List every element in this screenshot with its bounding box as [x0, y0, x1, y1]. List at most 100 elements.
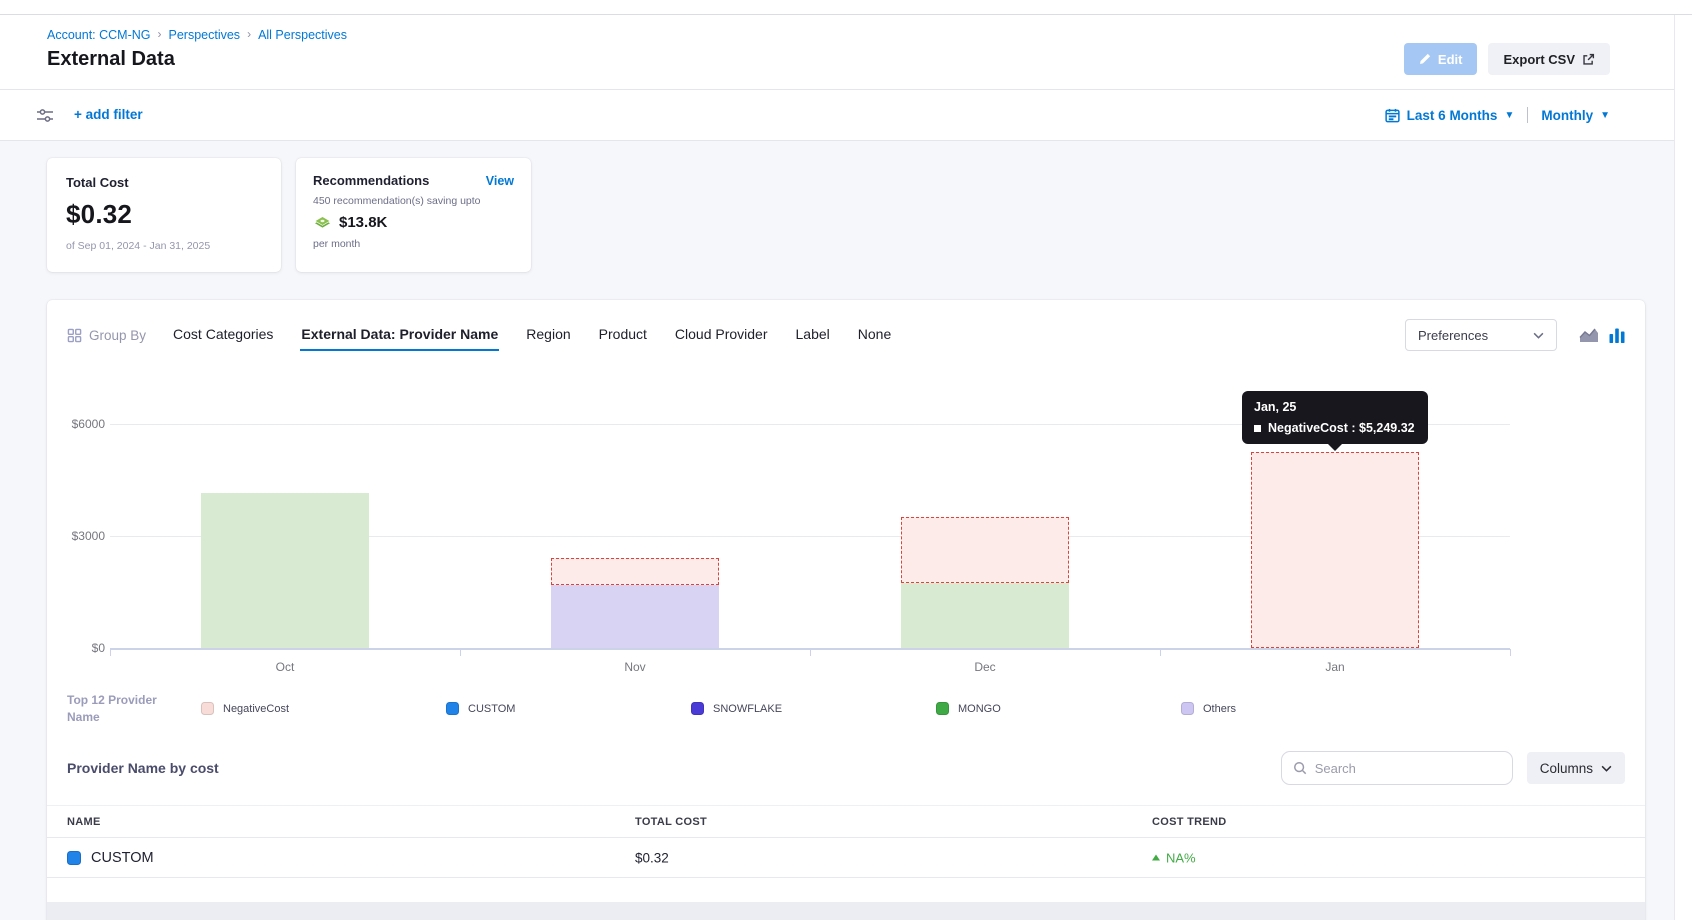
x-axis-tick: [810, 649, 811, 656]
table-footer-strip: [47, 902, 1645, 920]
group-by-row: Group By Cost Categories External Data: P…: [67, 316, 1625, 354]
total-cost-period: of Sep 01, 2024 - Jan 31, 2025: [66, 240, 211, 252]
legend-item-snowflake[interactable]: SNOWFLAKE: [691, 702, 936, 716]
granularity-value: Monthly: [1541, 107, 1594, 123]
group-by-tabs: Cost Categories External Data: Provider N…: [172, 319, 892, 351]
bar-jan-negativecost[interactable]: [1251, 452, 1419, 648]
tab-none[interactable]: None: [857, 326, 892, 342]
window-top-border: [0, 14, 1692, 15]
tab-cloud-provider[interactable]: Cloud Provider: [674, 326, 768, 342]
search-input[interactable]: [1314, 760, 1501, 776]
legend-title: Top 12 Provider Name: [67, 693, 157, 724]
date-range-selector[interactable]: Last 6 Months ▼: [1385, 107, 1515, 123]
breadcrumb-account[interactable]: Account: CCM-NG: [47, 28, 151, 42]
perspective-card: Group By Cost Categories External Data: P…: [47, 300, 1645, 920]
recommendations-per-month: per month: [313, 238, 361, 250]
gridline-6000: [110, 424, 1510, 425]
bar-chart-icon[interactable]: [1609, 328, 1625, 343]
page-title: External Data: [47, 48, 175, 70]
mongo-swatch: [936, 702, 949, 716]
recommendations-title: Recommendations: [313, 173, 430, 188]
y-axis-label: $6000: [71, 417, 105, 431]
legend-item-custom[interactable]: CUSTOM: [446, 702, 691, 716]
legend-label: CUSTOM: [468, 702, 516, 715]
total-cost-card: Total Cost $0.32 of Sep 01, 2024 - Jan 3…: [47, 158, 281, 272]
tooltip-value: NegativeCost : $5,249.32: [1254, 421, 1416, 435]
preferences-dropdown[interactable]: Preferences: [1405, 319, 1557, 351]
tab-product[interactable]: Product: [598, 326, 647, 342]
caret-down-icon: ▼: [1504, 109, 1515, 121]
table-row-custom[interactable]: CUSTOM $0.32 NA%: [47, 838, 1645, 878]
cell-total-cost: $0.32: [635, 850, 669, 865]
view-recommendations-link[interactable]: View: [485, 173, 514, 188]
x-axis-label-jan: Jan: [1325, 660, 1345, 674]
tooltip-series-marker-icon: [1254, 424, 1261, 432]
main-content: Total Cost $0.32 of Sep 01, 2024 - Jan 3…: [0, 141, 1674, 920]
date-range-value: Last 6 Months: [1406, 107, 1498, 123]
bar-nov-others[interactable]: [551, 584, 719, 648]
tab-region[interactable]: Region: [526, 326, 571, 342]
table-header-row: NAME TOTAL COST COST TREND: [47, 805, 1645, 838]
x-axis-label-oct: Oct: [275, 660, 295, 674]
tooltip-title: Jan, 25: [1254, 400, 1297, 415]
x-axis-tick: [1160, 649, 1161, 656]
breadcrumb-all-perspectives[interactable]: All Perspectives: [258, 28, 347, 42]
x-axis-label-nov: Nov: [624, 660, 646, 674]
legend-label: SNOWFLAKE: [713, 702, 783, 715]
chevron-down-icon: [1601, 765, 1612, 772]
breadcrumb-separator-icon: ›: [247, 27, 252, 41]
cost-bar-chart: $0 $3000 $6000 Oct Nov Dec Jan Jan, 25 NegativeC…: [67, 390, 1625, 690]
table-title: Provider Name by cost: [67, 760, 219, 776]
trend-up-icon: [1152, 854, 1160, 861]
row-swatch: [67, 850, 81, 865]
page-header: Account: CCM-NG › Perspectives › All Per…: [0, 15, 1674, 90]
bar-dec-negativecost[interactable]: [901, 517, 1069, 583]
recommendations-summary: 450 recommendation(s) saving upto: [313, 195, 481, 207]
bar-oct-mongo[interactable]: [201, 493, 369, 648]
legend-label: Others: [1203, 702, 1237, 715]
snowflake-swatch: [691, 702, 704, 716]
table-body: CUSTOM $0.32 NA%: [47, 838, 1645, 878]
scrollbar-track[interactable]: [1674, 15, 1675, 920]
breadcrumb-separator-icon: ›: [157, 27, 162, 41]
column-header-cost-trend[interactable]: COST TREND: [1152, 816, 1227, 828]
column-header-name[interactable]: NAME: [67, 816, 101, 828]
area-chart-icon[interactable]: [1579, 328, 1599, 343]
x-axis-tick: [460, 649, 461, 656]
edit-button[interactable]: Edit: [1403, 43, 1478, 75]
chevron-down-icon: [1533, 332, 1544, 339]
columns-button[interactable]: Columns: [1526, 752, 1625, 784]
export-csv-button[interactable]: Export CSV: [1488, 43, 1610, 75]
caret-down-icon: ▼: [1600, 109, 1610, 121]
bar-nov-negativecost[interactable]: [551, 558, 719, 585]
bar-dec-mongo[interactable]: [901, 582, 1069, 648]
total-cost-value: $0.32: [66, 199, 133, 229]
column-header-total-cost[interactable]: TOTAL COST: [635, 816, 708, 828]
legend-items: NegativeCost CUSTOM SNOWFLAKE MONGO Others: [201, 702, 1426, 716]
money-icon: [313, 215, 332, 230]
legend-item-mongo[interactable]: MONGO: [936, 702, 1181, 716]
cell-cost-trend: NA%: [1152, 850, 1196, 865]
filter-sliders-icon[interactable]: [36, 107, 54, 129]
chart-tooltip: Jan, 25 NegativeCost : $5,249.32: [1242, 391, 1428, 452]
granularity-selector[interactable]: Monthly ▼: [1541, 108, 1610, 123]
y-axis-label: $0: [91, 641, 105, 655]
breadcrumb: Account: CCM-NG › Perspectives › All Per…: [47, 27, 347, 42]
tab-cost-categories[interactable]: Cost Categories: [173, 326, 274, 342]
external-link-icon: [1582, 53, 1595, 66]
y-axis-label: $3000: [71, 529, 105, 543]
add-filter-button[interactable]: + add filter: [74, 107, 143, 122]
tab-label[interactable]: Label: [795, 326, 830, 342]
group-by-label-wrap: Group By: [67, 328, 146, 343]
table-controls: Provider Name by cost Columns: [67, 748, 1625, 788]
legend-item-others[interactable]: Others: [1181, 702, 1426, 716]
cell-name: CUSTOM: [67, 850, 154, 866]
tab-external-data-provider-name[interactable]: External Data: Provider Name: [300, 319, 500, 351]
filter-bar: + add filter Last 6 Months ▼ Monthly ▼: [0, 90, 1674, 141]
legend-label: NegativeCost: [223, 702, 290, 715]
legend-item-negativecost[interactable]: NegativeCost: [201, 702, 446, 716]
others-swatch: [1181, 702, 1194, 716]
breadcrumb-perspectives[interactable]: Perspectives: [168, 28, 241, 42]
gridline-3000: [110, 536, 1510, 537]
x-axis-label-dec: Dec: [974, 660, 996, 674]
